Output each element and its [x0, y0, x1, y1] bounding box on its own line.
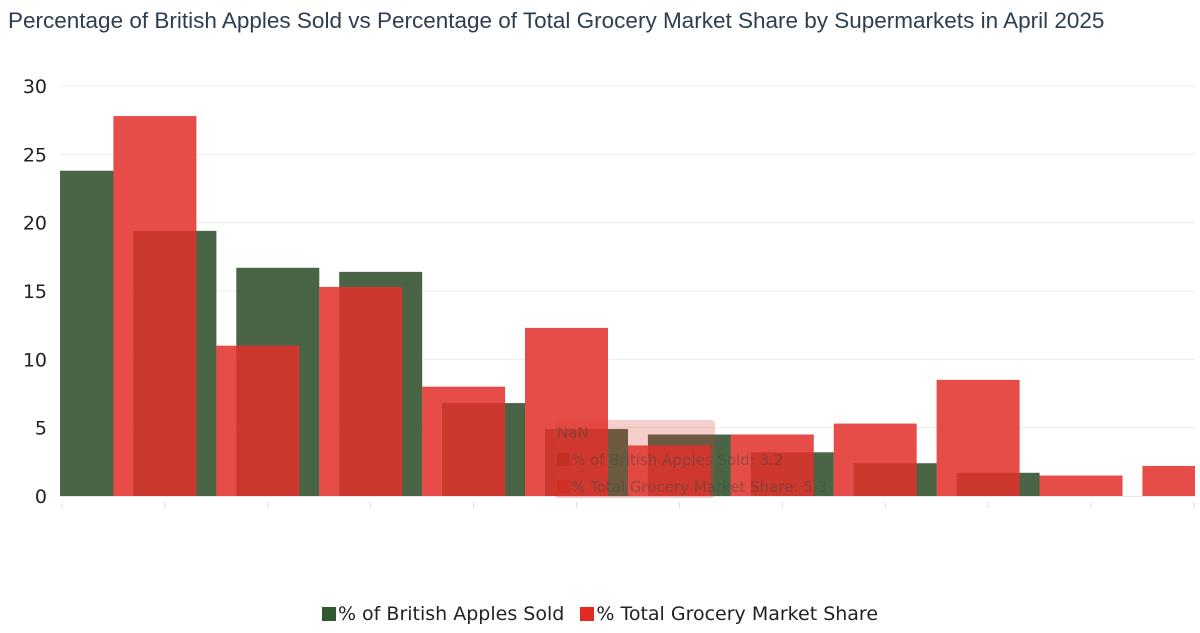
y-tick-label: 20: [23, 213, 47, 235]
tooltip-swatch-apples: [557, 453, 570, 466]
x-axis: [60, 496, 1195, 508]
y-tick-label: 0: [35, 486, 47, 508]
bar-market-share: [1039, 475, 1123, 496]
bar-market-share: [525, 327, 608, 496]
bar-group: [60, 116, 1195, 497]
bar-market-share: [319, 286, 403, 496]
legend-item-apples[interactable]: % of British Apples Sold: [321, 603, 565, 625]
legend-swatch-share: [580, 607, 595, 621]
bar-market-share: [216, 345, 300, 496]
y-tick-label: 15: [23, 281, 47, 303]
legend-label-share: % Total Grocery Market Share: [596, 603, 879, 625]
tooltip-swatch-share: [557, 480, 570, 493]
bar-market-share: [113, 116, 197, 497]
tooltip-text-apples: % of British Apples Sold: 3.2: [571, 451, 784, 469]
tooltip-text-share: % Total Grocery Market Share: 5.3: [571, 478, 828, 496]
bars: [60, 116, 1195, 497]
bar-market-share: [833, 423, 917, 496]
legend-swatch-apples: [321, 607, 336, 621]
bar-market-share: [627, 445, 711, 496]
y-tick-label: 30: [23, 76, 47, 98]
bar-chart: 0 5 10 15 20 25 30: [23, 76, 1195, 508]
y-tick-label: 5: [35, 418, 47, 440]
hover-tooltip: NaN % of British Apples Sold: 3.2 % Tota…: [555, 420, 827, 498]
y-axis-ticks: 0 5 10 15 20 25 30: [23, 76, 47, 508]
tooltip-header: NaN: [557, 424, 589, 442]
bar-market-share: [936, 379, 1020, 496]
legend-item-share[interactable]: % Total Grocery Market Share: [580, 603, 878, 625]
chart-title: Percentage of British Apples Sold vs Per…: [8, 8, 1105, 33]
y-tick-label: 25: [23, 144, 47, 166]
legend-label-apples: % of British Apples Sold: [337, 603, 565, 625]
tooltip-line-share: % Total Grocery Market Share: 5.3: [557, 478, 827, 496]
tooltip-line-apples: % of British Apples Sold: 3.2: [557, 451, 783, 469]
bar-market-share: [730, 434, 814, 496]
bar-apples-sold: [60, 170, 114, 496]
legend: % of British Apples Sold % Total Grocery…: [0, 603, 1200, 625]
bar-market-share: [1142, 465, 1195, 496]
bar-market-share: [422, 386, 506, 496]
y-tick-label: 10: [23, 349, 47, 371]
